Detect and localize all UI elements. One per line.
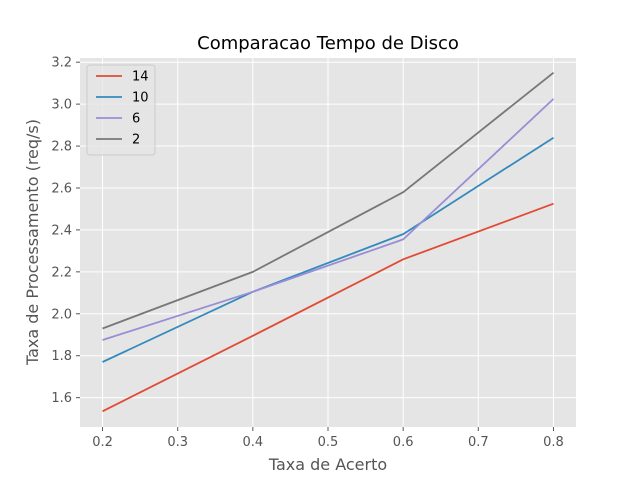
y-tick-label: 2.4: [51, 223, 72, 238]
y-tick-label: 2.2: [51, 265, 72, 280]
series-line-14: [102, 202, 554, 413]
chart-title: Comparacao Tempo de Disco: [197, 33, 459, 54]
y-tick-label: 2.6: [51, 181, 72, 196]
x-tick-label: 0.7: [468, 435, 489, 450]
series-line-6: [102, 98, 555, 341]
legend-box: [86, 64, 156, 156]
legend-label-10: 10: [132, 91, 149, 106]
grid-lines: [80, 58, 576, 427]
y-tick-label: 1.8: [51, 349, 72, 364]
x-tick-label: 0.2: [92, 435, 113, 450]
y-tick-label: 2.8: [51, 140, 72, 155]
y-tick-label: 1.6: [51, 391, 72, 406]
legend-label-14: 14: [132, 70, 149, 85]
x-axis-label: Taxa de Acerto: [268, 455, 387, 474]
y-tick-label: 3.0: [51, 98, 72, 113]
x-tick-label: 0.8: [543, 435, 564, 450]
legend: 14 10 6 2: [86, 64, 156, 156]
series-line-2: [102, 71, 555, 330]
x-tick-label: 0.5: [318, 435, 339, 450]
y-axis-label: Taxa de Processamento (req/s): [23, 119, 42, 366]
x-tick-label: 0.3: [167, 435, 188, 450]
x-tick-label: 0.4: [243, 435, 264, 450]
y-axis-ticks: 1.6 1.8 2.0 2.2 2.4 2.6 2.8 3.0 3.2: [51, 56, 80, 406]
y-tick-label: 2.0: [51, 307, 72, 322]
legend-label-2: 2: [132, 133, 140, 148]
series-line-10: [102, 136, 554, 363]
series-lines: [102, 71, 555, 413]
x-tick-label: 0.6: [393, 435, 414, 450]
y-tick-label: 3.2: [51, 56, 72, 71]
legend-label-6: 6: [132, 112, 140, 127]
x-axis-ticks: 0.2 0.3 0.4 0.5 0.6 0.7 0.8: [92, 427, 564, 450]
